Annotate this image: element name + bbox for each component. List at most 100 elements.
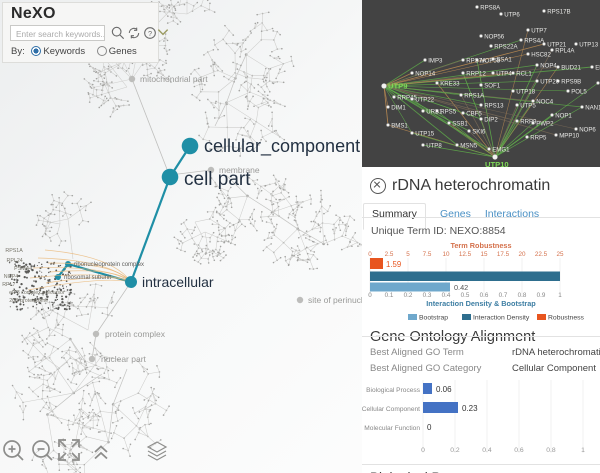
svg-text:ribonucleoprotein complex: ribonucleoprotein complex [74,262,144,268]
svg-text:1.59: 1.59 [386,260,401,269]
svg-text:DIM1: DIM1 [391,104,406,111]
svg-text:RPS13: RPS13 [484,102,504,109]
svg-text:UTP9: UTP9 [388,82,407,91]
svg-text:?: ? [148,29,152,38]
svg-text:UTP22: UTP22 [415,96,435,103]
svg-text:NOP6: NOP6 [579,126,596,133]
svg-text:NOP4: NOP4 [4,274,18,280]
svg-text:Cellular Component: Cellular Component [362,406,420,413]
svg-text:Interaction Density & Bootstra: Interaction Density & Bootstrap [426,299,536,308]
svg-text:NOP4: NOP4 [540,62,557,69]
svg-text:RPS4A: RPS4A [524,37,545,44]
svg-text:nuclear part: nuclear part [101,354,147,364]
svg-text:0.8: 0.8 [546,447,556,454]
svg-text:PSMA4: PSMA4 [14,266,32,272]
svg-text:UTP13: UTP13 [579,41,599,48]
svg-text:0.2: 0.2 [404,292,413,299]
svg-text:HSC82: HSC82 [531,51,551,58]
svg-text:15: 15 [480,251,488,258]
svg-text:BMS1: BMS1 [391,122,408,129]
svg-text:0.1: 0.1 [385,292,394,299]
svg-text:UTP18: UTP18 [516,88,536,95]
svg-text:20: 20 [518,251,526,258]
svg-text:5: 5 [406,251,410,258]
svg-text:MPP10: MPP10 [559,132,580,139]
svg-text:NOC4: NOC4 [536,98,554,105]
svg-text:2.5: 2.5 [385,251,394,258]
svg-text:UTP8: UTP8 [426,142,442,149]
svg-text:IMP3: IMP3 [428,57,443,64]
svg-text:RPS8A: RPS8A [480,4,501,11]
svg-text:10: 10 [442,251,450,258]
svg-text:0.23: 0.23 [462,404,478,413]
svg-text:ENP1: ENP1 [595,64,600,71]
svg-text:RPL4A: RPL4A [555,47,575,54]
svg-text:7.5: 7.5 [423,251,432,258]
svg-text:0.2: 0.2 [450,447,460,454]
svg-text:Term Robustness: Term Robustness [450,241,511,250]
svg-text:Robustness: Robustness [548,315,584,322]
svg-text:0.4: 0.4 [442,292,451,299]
svg-text:RPS5: RPS5 [440,108,457,115]
svg-text:RRP5: RRP5 [530,134,547,141]
svg-text:DIP2: DIP2 [484,116,498,123]
svg-text:NOP14: NOP14 [415,70,436,77]
svg-text:NAN1: NAN1 [585,104,600,111]
svg-text:0.42: 0.42 [454,283,468,292]
svg-text:RPL7: RPL7 [2,282,15,288]
svg-text:RPS22A: RPS22A [494,43,518,50]
svg-text:mitochondrial part: mitochondrial part [140,74,208,84]
svg-text:12.5: 12.5 [459,251,472,258]
svg-text:RCL1: RCL1 [516,70,532,77]
svg-text:UTP10: UTP10 [485,160,509,167]
svg-text:SSB1: SSB1 [452,120,468,127]
svg-text:intracellular: intracellular [142,274,214,290]
svg-text:25: 25 [556,251,564,258]
svg-text:UTP4: UTP4 [496,70,512,77]
svg-text:0: 0 [368,251,372,258]
svg-text:RPS17B: RPS17B [547,8,570,15]
svg-text:ribosomal subunit: ribosomal subunit [64,275,111,281]
svg-text:RPS9B: RPS9B [561,78,581,85]
svg-text:protein complex: protein complex [105,329,166,339]
svg-text:CBF5: CBF5 [466,110,482,117]
svg-text:NOP56: NOP56 [484,33,505,40]
svg-text:22.5: 22.5 [535,251,548,258]
svg-text:0.6: 0.6 [480,292,489,299]
svg-text:SKI6: SKI6 [472,128,486,135]
svg-text:cell part: cell part [184,169,251,190]
svg-text:RPL24: RPL24 [7,258,23,264]
svg-text:0.4: 0.4 [482,447,492,454]
svg-text:UTP7: UTP7 [531,27,547,34]
svg-text:0.9: 0.9 [537,292,546,299]
svg-text:RPS1A: RPS1A [464,92,485,99]
svg-text:POL5: POL5 [571,88,587,95]
svg-text:Bootstrap: Bootstrap [419,315,448,322]
svg-text:17.5: 17.5 [497,251,510,258]
svg-text:0: 0 [421,447,425,454]
svg-text:26S proteasome: 26S proteasome [9,298,48,304]
svg-text:site of perinuclear: site of perinuclear [308,295,365,305]
svg-text:Biological Process: Biological Process [366,387,421,394]
svg-text:RPS1A: RPS1A [5,248,23,254]
svg-text:0.7: 0.7 [499,292,508,299]
svg-text:1: 1 [581,447,585,454]
svg-text:BUD21: BUD21 [561,64,581,71]
svg-text:MSN5: MSN5 [460,142,478,149]
svg-text:0: 0 [427,423,432,432]
svg-text:NOP1: NOP1 [555,112,572,119]
svg-text:SOF1: SOF1 [484,82,501,89]
svg-text:0.5: 0.5 [461,292,470,299]
svg-text:EMG1: EMG1 [492,146,510,153]
svg-text:0.6: 0.6 [514,447,524,454]
svg-text:SSA1: SSA1 [496,56,512,63]
svg-text:eIF3 complex precursor: eIF3 complex precursor [9,290,65,296]
svg-text:UTP6: UTP6 [504,11,520,18]
svg-text:0.3: 0.3 [423,292,432,299]
svg-text:RRP9: RRP9 [520,118,537,125]
svg-text:PWP2: PWP2 [536,120,554,127]
svg-text:0.8: 0.8 [518,292,527,299]
svg-text:0.06: 0.06 [436,385,452,394]
svg-text:0: 0 [368,292,372,299]
svg-text:Molecular Function: Molecular Function [364,425,420,432]
